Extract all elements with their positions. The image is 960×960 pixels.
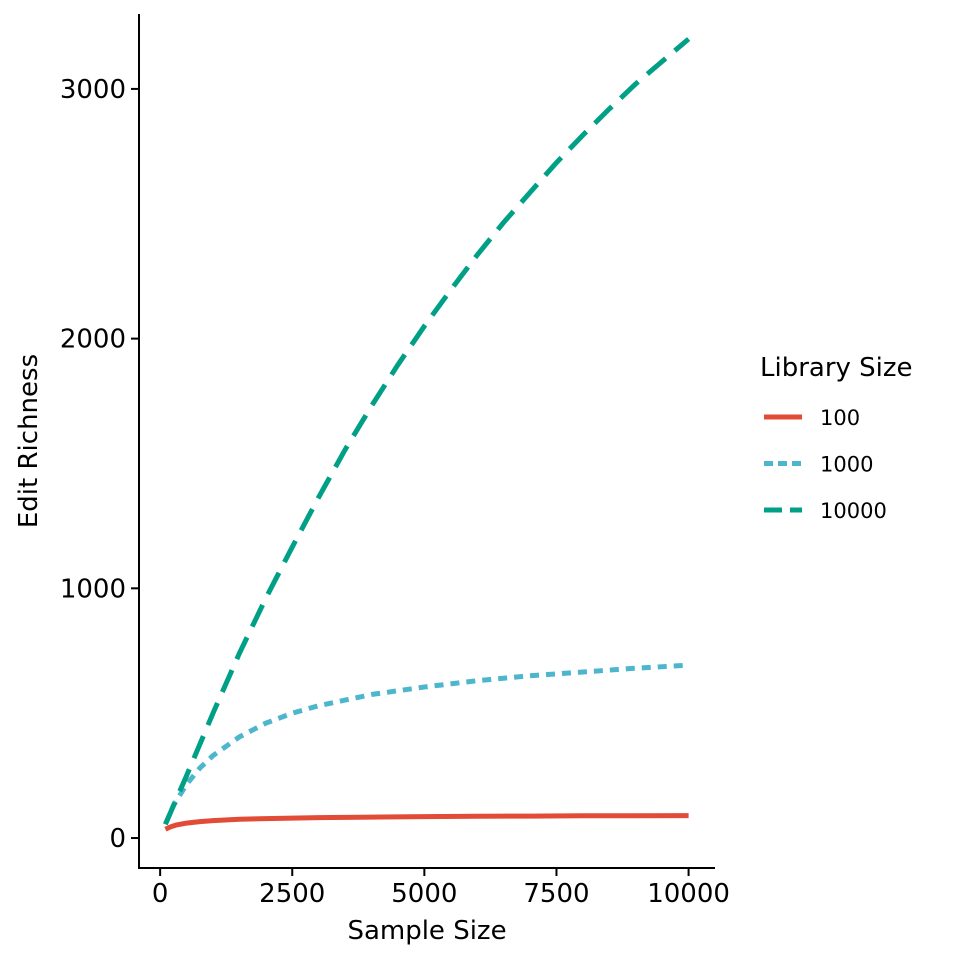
series-line-10000 xyxy=(163,37,691,826)
y-tick-label: 2000 xyxy=(60,325,126,355)
y-axis-title: Edit Richness xyxy=(14,354,44,528)
legend-item-1000: 1000 xyxy=(764,453,873,477)
x-tick-label: 10000 xyxy=(647,879,730,909)
series-line-100 xyxy=(164,813,689,832)
legend-title: Library Size xyxy=(760,353,913,383)
legend-label: 1000 xyxy=(820,453,873,477)
y-ticks: 0 1000 2000 3000 xyxy=(60,75,139,854)
x-ticks: 0 2500 5000 7500 10000 xyxy=(152,868,730,909)
y-tick-label: 0 xyxy=(109,824,126,854)
plot-lines xyxy=(163,37,691,832)
x-tick-label: 5000 xyxy=(391,879,457,909)
series-line-1000 xyxy=(163,662,689,826)
legend: Library Size 100 1000 10000 xyxy=(760,353,913,523)
x-axis-title: Sample Size xyxy=(347,916,506,946)
legend-label: 10000 xyxy=(820,499,887,523)
legend-items: 100 1000 10000 xyxy=(764,406,887,523)
legend-item-10000: 10000 xyxy=(764,499,887,523)
legend-item-100: 100 xyxy=(764,406,860,430)
legend-label: 100 xyxy=(820,406,860,430)
x-tick-label: 0 xyxy=(152,879,169,909)
y-tick-label: 3000 xyxy=(60,75,126,105)
x-tick-label: 2500 xyxy=(259,879,325,909)
axes xyxy=(138,14,715,869)
x-tick-label: 7500 xyxy=(523,879,589,909)
y-tick-label: 1000 xyxy=(60,574,126,604)
